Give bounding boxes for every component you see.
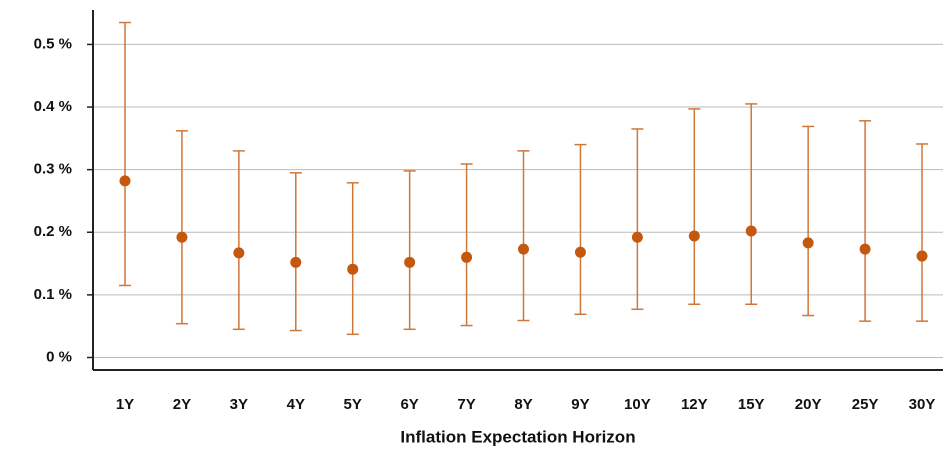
x-tick-label: 1Y bbox=[116, 396, 134, 413]
x-tick-label: 2Y bbox=[173, 396, 191, 413]
point bbox=[176, 231, 188, 243]
point bbox=[119, 175, 131, 187]
y-tick-label: 0.1 % bbox=[34, 286, 72, 303]
x-tick-label: 25Y bbox=[852, 396, 879, 413]
x-tick-label: 4Y bbox=[287, 396, 305, 413]
point bbox=[290, 256, 302, 268]
y-tick-label: 0.2 % bbox=[34, 223, 72, 240]
point bbox=[802, 237, 814, 249]
y-tick-label: 0.4 % bbox=[34, 98, 72, 115]
x-tick-label: 8Y bbox=[514, 396, 532, 413]
point bbox=[518, 243, 530, 255]
point bbox=[631, 231, 643, 243]
x-tick-label: 7Y bbox=[457, 396, 475, 413]
x-tick-label: 9Y bbox=[571, 396, 589, 413]
point bbox=[859, 243, 871, 255]
point bbox=[745, 225, 757, 237]
point bbox=[461, 251, 473, 263]
point bbox=[233, 247, 245, 259]
y-tick-label: 0.5 % bbox=[34, 35, 72, 52]
y-tick-label: 0 % bbox=[46, 348, 72, 365]
y-tick-label: 0.3 % bbox=[34, 161, 72, 178]
point bbox=[404, 256, 416, 268]
x-tick-label: 3Y bbox=[230, 396, 248, 413]
x-axis-label: Inflation Expectation Horizon bbox=[400, 427, 635, 446]
point bbox=[574, 246, 586, 258]
x-tick-label: 6Y bbox=[400, 396, 418, 413]
x-tick-label: 30Y bbox=[909, 396, 936, 413]
x-tick-label: 20Y bbox=[795, 396, 822, 413]
point bbox=[688, 230, 700, 242]
x-tick-label: 15Y bbox=[738, 396, 765, 413]
x-tick-label: 5Y bbox=[344, 396, 362, 413]
x-tick-label: 10Y bbox=[624, 396, 651, 413]
point bbox=[916, 250, 928, 262]
x-tick-label: 12Y bbox=[681, 396, 708, 413]
point bbox=[347, 263, 359, 275]
